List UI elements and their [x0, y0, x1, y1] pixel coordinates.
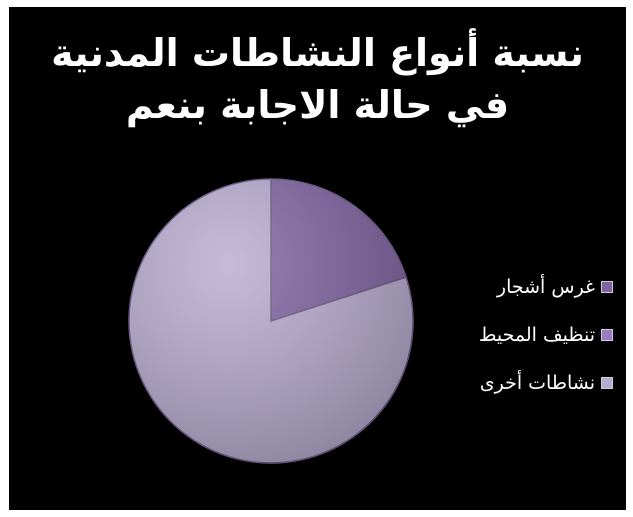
legend-label-trees: غرس أشجار — [496, 276, 595, 298]
legend: غرس أشجار تنظيف المحيط نشاطات أخرى — [453, 263, 613, 407]
legend-item-cleaning: تنظيف المحيط — [453, 311, 613, 359]
pie-shading — [129, 179, 413, 463]
legend-swatch-cleaning — [601, 329, 613, 341]
chart-title: نسبة أنواع النشاطات المدنية في حالة الاج… — [9, 27, 626, 131]
chart-area: نسبة أنواع النشاطات المدنية في حالة الاج… — [9, 7, 626, 510]
chart-title-line-2: في حالة الاجابة بنعم — [125, 83, 510, 127]
legend-item-trees: غرس أشجار — [453, 263, 613, 311]
legend-swatch-trees — [601, 281, 613, 293]
legend-label-other: نشاطات أخرى — [479, 372, 595, 394]
legend-label-cleaning: تنظيف المحيط — [478, 324, 595, 346]
legend-swatch-other — [601, 377, 613, 389]
chart-title-line-1: نسبة أنواع النشاطات المدنية — [51, 31, 584, 75]
pie-chart — [128, 178, 414, 464]
legend-item-other: نشاطات أخرى — [453, 359, 613, 407]
